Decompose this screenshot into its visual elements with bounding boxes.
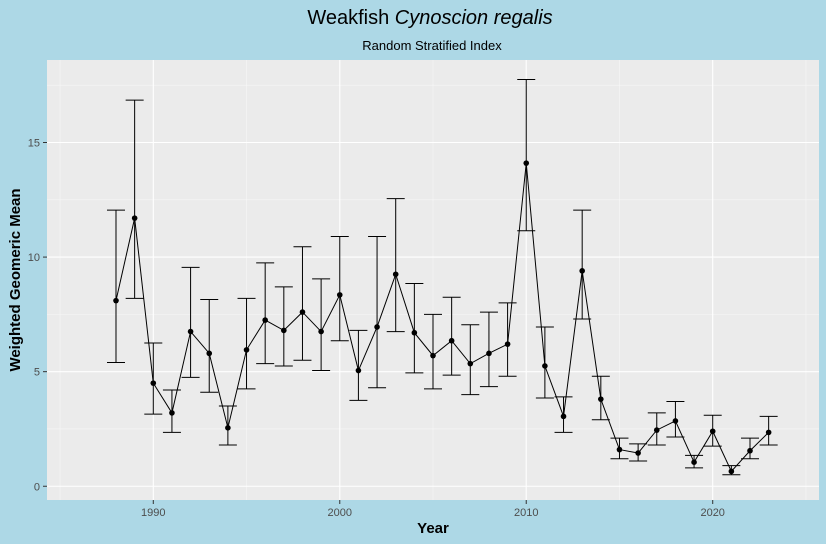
error-bar	[442, 296, 461, 376]
data-point	[765, 429, 772, 436]
data-point	[225, 425, 231, 431]
data-point	[336, 292, 343, 298]
error-bar	[479, 311, 498, 388]
error-bar	[368, 235, 387, 389]
data-point	[113, 297, 119, 304]
error-bar	[106, 209, 125, 363]
data-point	[467, 360, 474, 367]
data-point	[653, 427, 660, 433]
y-tick-label: 5	[34, 367, 40, 379]
data-point	[616, 446, 623, 453]
data-layer	[106, 78, 778, 476]
data-point	[281, 327, 287, 334]
chart-title-species: Cynoscion regalis	[395, 7, 553, 29]
error-bar	[256, 262, 275, 365]
x-tick-label: 2010	[514, 507, 538, 519]
data-point	[635, 450, 641, 456]
data-point	[691, 459, 697, 465]
x-tick-label: 1990	[141, 507, 165, 519]
chart-subtitle: Random Stratified Index	[362, 38, 502, 53]
error-bar	[200, 298, 219, 393]
series-line	[115, 163, 770, 473]
error-bar	[330, 235, 349, 342]
data-point	[747, 447, 753, 454]
y-axis-title: Weighted Geomeric Mean	[7, 188, 24, 371]
data-point	[299, 309, 306, 315]
data-point	[579, 268, 585, 274]
error-bar	[461, 324, 480, 396]
error-bar	[293, 246, 312, 361]
data-point	[187, 328, 194, 335]
error-bar	[274, 286, 293, 367]
error-bar	[424, 313, 442, 390]
data-point	[262, 317, 268, 323]
y-tick-label: 0	[34, 481, 40, 493]
data-point	[374, 324, 380, 330]
data-point	[318, 328, 324, 335]
data-point	[728, 468, 735, 475]
data-point	[542, 363, 548, 369]
data-point	[355, 367, 362, 374]
axis-layer: 1990 2000 2010 2020 0 5 10 15	[28, 138, 725, 520]
data-point	[411, 329, 418, 336]
data-point	[243, 347, 250, 353]
data-point	[560, 413, 567, 420]
data-point	[430, 352, 436, 359]
chart-title-common: Weakfish	[307, 7, 389, 29]
data-point	[392, 271, 399, 278]
y-tick-label: 10	[28, 252, 40, 264]
error-bar	[144, 342, 163, 415]
data-point	[672, 418, 679, 424]
error-bar	[125, 99, 144, 299]
data-point	[523, 160, 530, 166]
x-axis-title: Year	[417, 520, 449, 537]
y-tick-label: 15	[28, 138, 40, 150]
error-bar	[405, 282, 424, 374]
chart-title: Weakfish Cynoscion regalis	[307, 7, 552, 29]
data-point	[131, 215, 138, 221]
x-tick-label: 2020	[700, 507, 724, 519]
data-point	[448, 337, 455, 344]
data-point	[486, 350, 492, 357]
data-point	[150, 380, 157, 386]
error-bar	[386, 198, 405, 333]
error-bar	[312, 278, 331, 372]
x-tick-label: 2000	[328, 507, 352, 519]
data-point	[206, 350, 213, 357]
data-point	[169, 410, 175, 416]
error-bar	[181, 266, 200, 378]
error-bar	[237, 297, 256, 390]
data-point	[709, 428, 716, 435]
error-bar	[349, 329, 368, 401]
data-point	[504, 341, 511, 347]
data-point	[598, 396, 604, 402]
